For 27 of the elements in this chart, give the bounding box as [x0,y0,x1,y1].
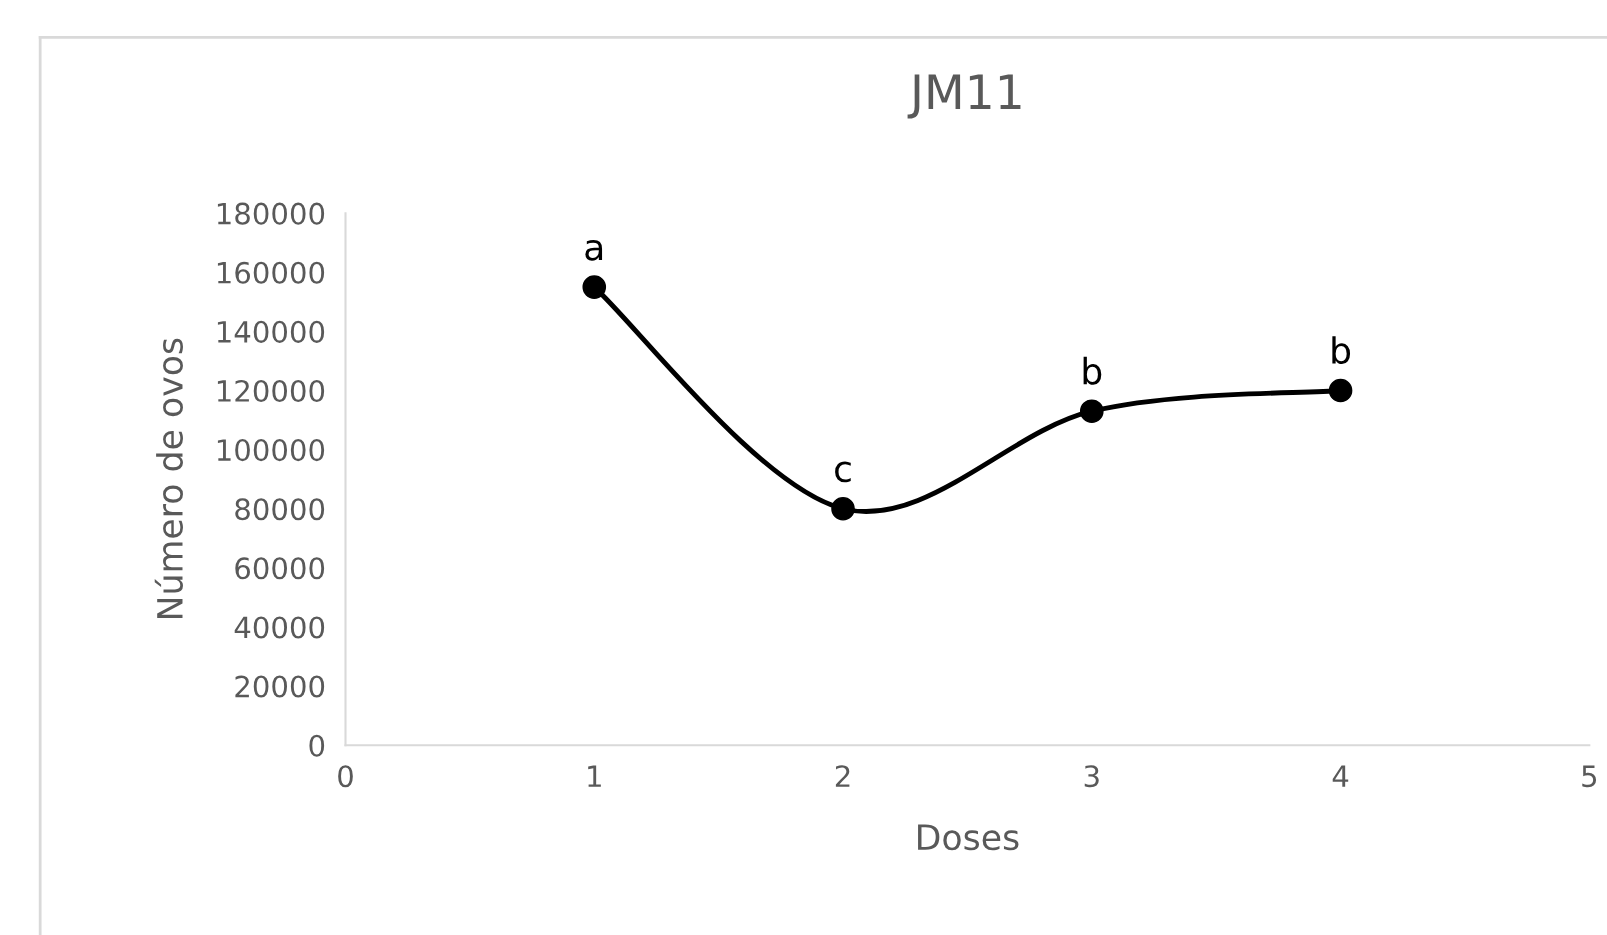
y-axis-title: Número de ovos [154,338,183,619]
x-tick-label: 5 [1582,765,1597,788]
x-tick-label: 0 [338,765,353,788]
y-tick-label: 140000 [217,320,325,343]
y-tick-label: 0 [309,734,325,757]
point [831,496,855,521]
annotation: b [1083,356,1102,385]
annotation: c [835,461,851,483]
y-tick-label: 80000 [235,498,325,521]
y-tick-label: 100000 [217,439,325,462]
y-tick-label: 120000 [217,379,325,403]
y-tick-label: 20000 [235,675,325,698]
y-tick-label: 160000 [217,261,325,284]
y-tick-label: 180000 [217,202,325,225]
x-tick-label: 4 [1332,765,1349,787]
point [1079,399,1104,424]
x-tick-label: 2 [835,765,850,787]
y-tick-label: 40000 [234,616,325,639]
point [582,275,607,299]
x-tick-label: 3 [1084,765,1099,788]
x-axis-title: Doses [918,824,1019,851]
chart-title: JM11 [907,74,1021,119]
annotation: a [585,239,603,261]
x-tick-label: 1 [588,765,601,787]
annotation: b [1332,336,1351,365]
y-tick-label: 60000 [235,557,325,580]
point [1328,378,1353,403]
